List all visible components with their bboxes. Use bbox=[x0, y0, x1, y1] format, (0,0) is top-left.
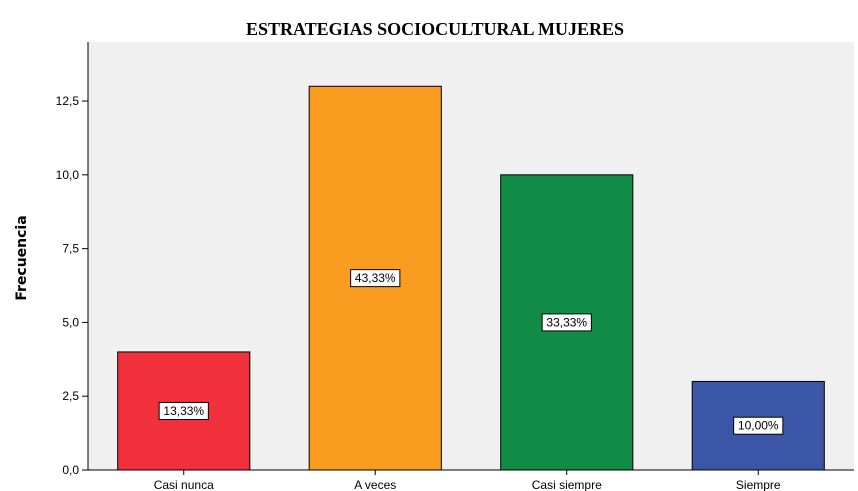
data-label: 33,33% bbox=[546, 315, 587, 329]
data-label-box bbox=[541, 313, 592, 332]
y-tick-label: 0,0 bbox=[62, 463, 79, 477]
x-tick-label: Siempre bbox=[736, 478, 781, 491]
x-tick-label: Casi siempre bbox=[532, 478, 602, 491]
y-tick-label: 12,5 bbox=[56, 94, 80, 108]
data-label-box bbox=[350, 269, 401, 288]
y-axis-label: Frecuencia bbox=[14, 215, 30, 300]
x-tick-label: A veces bbox=[354, 478, 396, 491]
y-tick-label: 5,0 bbox=[62, 315, 79, 329]
x-axis: Casi nunca A veces Casi siempre Siempre bbox=[154, 470, 781, 491]
x-tick-label: Casi nunca bbox=[154, 478, 214, 491]
chart-title: ESTRATEGIAS SOCIOCULTURAL MUJERES bbox=[246, 19, 624, 39]
data-label-box bbox=[733, 416, 784, 435]
y-tick-label: 7,5 bbox=[62, 242, 79, 256]
data-label-box bbox=[158, 401, 209, 420]
data-label: 13,33% bbox=[163, 404, 204, 418]
y-tick-label: 10,0 bbox=[56, 168, 80, 182]
bars-group: 13,33% 43,33% 33,33% 10,00% bbox=[117, 85, 825, 471]
y-axis: 0,0 2,5 5,0 7,5 10,0 12,5 bbox=[56, 94, 88, 477]
bar bbox=[117, 351, 251, 471]
data-label: 43,33% bbox=[355, 271, 396, 285]
data-label: 10,00% bbox=[738, 419, 779, 433]
y-tick-label: 2,5 bbox=[62, 389, 79, 403]
